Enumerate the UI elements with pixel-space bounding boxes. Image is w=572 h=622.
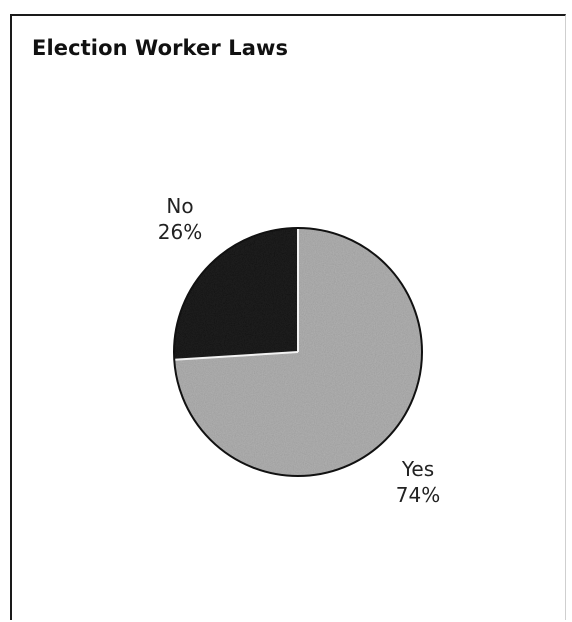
slice-label-yes: Yes <box>401 457 434 481</box>
chart-title: Election Worker Laws <box>32 36 289 60</box>
pie-outline <box>173 227 423 477</box>
pie-slice-no <box>174 228 298 360</box>
slice-value-label-yes: 74% <box>396 483 440 507</box>
chart-frame <box>10 14 566 620</box>
slice-value-label-no: 26% <box>158 220 202 244</box>
slice-label-no: No <box>166 194 193 218</box>
slice-separator <box>174 351 299 361</box>
